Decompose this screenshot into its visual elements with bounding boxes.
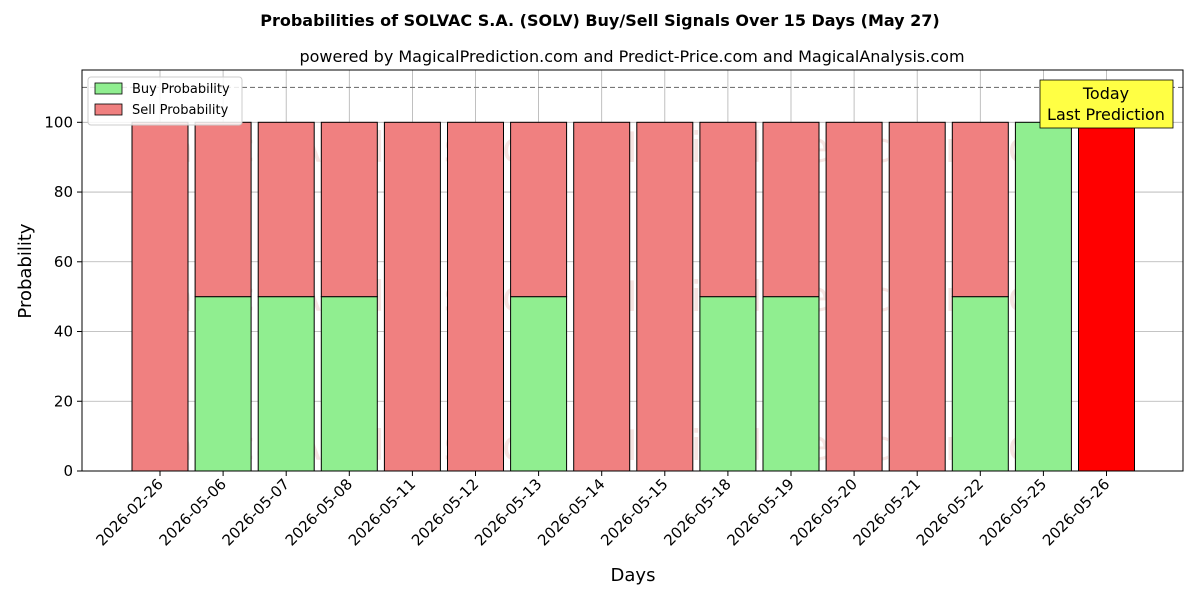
bar-buy	[951, 296, 1009, 472]
bar-sell	[699, 121, 757, 298]
today-annotation: Today Last Prediction	[1039, 79, 1174, 129]
legend-swatch-buy	[94, 82, 123, 95]
today-annotation-line2: Last Prediction	[1047, 105, 1165, 124]
bar-sell	[383, 121, 441, 472]
x-tick-label: 2026-05-11	[345, 475, 419, 549]
bar-buy	[320, 296, 378, 472]
legend-box	[87, 76, 243, 126]
bar-buy	[762, 296, 820, 472]
bar-buy	[1014, 121, 1072, 472]
legend-label-sell: Sell Probability	[132, 103, 229, 118]
y-tick-label: 80	[54, 183, 73, 201]
x-tick-label: 2026-05-15	[597, 475, 671, 549]
bar-sell	[888, 121, 946, 472]
today-annotation-box	[1039, 79, 1174, 129]
x-tick-label: 2026-05-21	[850, 475, 924, 549]
y-axis-label: Probability	[15, 223, 36, 318]
x-axis-label: Days	[611, 565, 656, 586]
x-tick-label: 2026-05-07	[219, 475, 293, 549]
x-tick-label: 2026-05-22	[913, 475, 987, 549]
bar-buy	[257, 296, 315, 472]
bar-sell	[1078, 121, 1135, 472]
bar-buy	[510, 296, 568, 472]
legend-swatch-sell	[94, 103, 123, 116]
today-annotation-line1: Today	[1082, 84, 1129, 103]
bar-sell	[510, 121, 568, 298]
y-tick-label: 40	[54, 323, 73, 341]
y-tick-label: 60	[54, 253, 73, 271]
bar-sell	[320, 121, 378, 298]
bars	[131, 121, 1135, 472]
bar-sell	[447, 121, 504, 472]
bar-sell	[636, 121, 694, 472]
x-tick-label: 2026-05-19	[723, 475, 797, 549]
x-tick-label: 2026-05-20	[787, 475, 861, 549]
bar-sell	[257, 121, 315, 298]
x-axis: 2026-02-262026-05-062026-05-072026-05-08…	[92, 471, 1113, 549]
x-tick-label: 2026-05-26	[1039, 475, 1113, 549]
chart-subtitle: powered by MagicalPrediction.com and Pre…	[299, 47, 964, 66]
y-tick-label: 0	[63, 462, 73, 480]
y-axis: 0 20 40 60 80 100	[44, 113, 82, 480]
bar-sell	[951, 121, 1009, 298]
plot-frame	[81, 69, 1184, 472]
x-tick-label: 2026-05-14	[534, 475, 608, 549]
y-tick-label: 100	[44, 113, 73, 131]
bar-buy	[194, 296, 252, 472]
legend-label-buy: Buy Probability	[132, 82, 230, 97]
x-tick-label: 2026-02-26	[92, 475, 166, 549]
bar-sell	[194, 121, 252, 298]
bar-buy	[699, 296, 757, 472]
x-tick-label: 2026-05-25	[976, 475, 1050, 549]
bar-sell	[762, 121, 820, 298]
legend: Buy Probability Sell Probability	[87, 76, 243, 126]
x-tick-label: 2026-05-18	[660, 475, 734, 549]
bar-sell	[573, 121, 631, 472]
x-tick-label: 2026-05-08	[282, 475, 356, 549]
chart-title: Probabilities of SOLVAC S.A. (SOLV) Buy/…	[260, 11, 940, 30]
x-tick-label: 2026-05-12	[408, 475, 482, 549]
x-tick-label: 2026-05-06	[156, 475, 230, 549]
bar-sell	[131, 121, 189, 472]
x-tick-label: 2026-05-13	[471, 475, 545, 549]
bar-sell	[825, 121, 883, 472]
y-tick-label: 20	[54, 392, 73, 410]
